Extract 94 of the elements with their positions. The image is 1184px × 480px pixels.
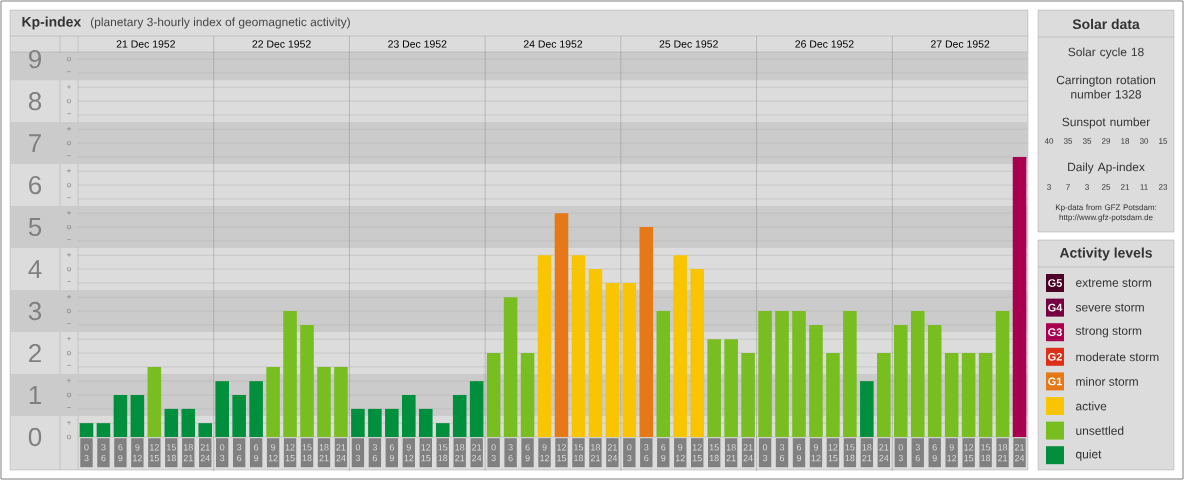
x-tick-label: 3 6 [779,444,785,462]
x-tick-label: 0 3 [84,444,89,462]
y-tick-label: 2 [29,343,41,363]
x-tick-label: 15 18 [438,444,448,462]
x-tick-label: 6 9 [661,444,666,462]
x-tick-label: 0 3 [491,444,496,462]
x-tick-label: 6 9 [796,444,802,462]
x-tick-label: 21 24 [200,444,210,462]
y-tick-label: 6 [29,175,42,195]
x-tick-label: 9 12 [133,444,142,462]
x-tick-label: 0 3 [898,444,903,462]
x-tick-label: 21 24 [1015,444,1025,462]
y-tick-label: 4 [28,260,42,278]
y-tick-label: 1 [29,386,41,404]
x-tick-label: 12 15 [828,444,838,462]
x-tick-label: 18 21 [998,444,1008,462]
text: G4 [1048,303,1063,312]
x-tick-label: 12 15 [964,444,974,462]
x-tick-label: 18 21 [319,444,329,462]
x-tick-label: 9 12 [675,444,685,462]
x-tick-label: 0 3 [627,444,632,462]
x-tick-label: 9 12 [947,444,957,462]
text: G1 [1048,377,1063,386]
x-tick-label: 9 12 [404,444,414,462]
x-tick-label: 0 3 [762,444,768,462]
x-tick-label: 12 15 [557,444,567,462]
x-tick-label: 6 9 [118,444,123,462]
x-tick-label: 3 6 [508,444,513,462]
x-tick-label: 18 21 [183,444,193,462]
x-tick-label: 18 21 [455,444,465,462]
x-tick-label: 15 18 [302,444,312,462]
text: 21 Dec 1952 [116,40,175,48]
text: 26 Dec 1952 [795,40,854,48]
x-tick-label: 0 3 [220,444,225,462]
y-tick-label: 0 [28,427,42,447]
category-label: minor storm [1076,377,1138,386]
category-label: active [1076,401,1107,411]
text: G2 [1048,352,1062,361]
text: Daily Ap-index [1068,162,1145,174]
x-tick-label: 15 18 [167,444,176,462]
x-tick-label: 3 6 [915,444,920,462]
x-tick-label: 18 21 [726,444,736,462]
x-tick-label: 3 6 [237,444,242,462]
x-tick-label: 12 15 [285,444,295,462]
text: G5 [1048,279,1063,287]
x-tick-label: 15 18 [845,444,855,462]
y-tick-label: 8 [28,91,42,111]
category-label: unsettled [1076,426,1124,435]
x-tick-label: 21 24 [336,444,346,462]
category-label: extreme storm [1076,279,1152,287]
text: 24 Dec 1952 [523,40,583,48]
category-label: quiet [1076,449,1102,461]
y-tick-label: 9 [29,49,41,69]
y-tick-label: 5 [28,218,42,237]
x-tick-label: 9 12 [811,444,821,462]
x-tick-label: 18 21 [590,444,601,462]
text: Solar data [1072,18,1140,30]
category-label: moderate storm [1076,352,1159,362]
category-label: strong storm [1075,327,1142,338]
x-tick-label: 15 18 [574,444,584,462]
x-tick-label: 3 6 [101,444,106,462]
x-tick-label: 6 9 [525,444,530,462]
x-tick-label: 6 9 [254,444,259,462]
category-label: severe storm [1075,303,1144,312]
y-tick-label: 7 [29,134,41,153]
text: 23 Dec 1952 [388,40,447,48]
chart-subtitle: (planetary 3-hourly index of geomagnetic activity) [90,17,350,29]
text: 25 Dec 1952 [659,40,718,48]
x-tick-label: 21 24 [607,444,618,462]
x-tick-label: 12 15 [692,444,702,462]
x-tick-label: 12 15 [150,444,159,462]
text: Carrington rotation number 1328 [1056,75,1156,99]
text: Sunspot number [1062,117,1150,129]
y-tick-label: 3 [28,301,42,321]
text: Solar cycle 18 [1068,47,1144,59]
x-tick-label: 18 21 [862,444,872,462]
x-tick-label: 3 6 [644,444,649,462]
x-tick-label: 15 18 [981,444,991,462]
x-tick-label: 9 12 [268,444,278,462]
text: 27 Dec 1952 [931,40,990,48]
x-tick-label: 21 24 [743,444,753,462]
x-tick-label: 21 24 [879,444,889,462]
x-tick-label: 21 24 [472,444,482,462]
x-tick-label: 9 12 [540,444,550,462]
text: G3 [1048,328,1062,337]
chart-title: Kp-index [22,16,82,30]
text: Activity levels [1059,247,1152,261]
x-tick-label: 12 15 [421,444,431,462]
x-tick-label: 15 18 [709,444,719,462]
text: 22 Dec 1952 [252,40,311,48]
x-tick-label: 3 6 [372,444,377,462]
x-tick-label: 6 9 [932,444,937,462]
x-tick-label: 6 9 [389,444,394,462]
x-tick-label: 0 3 [355,444,361,462]
